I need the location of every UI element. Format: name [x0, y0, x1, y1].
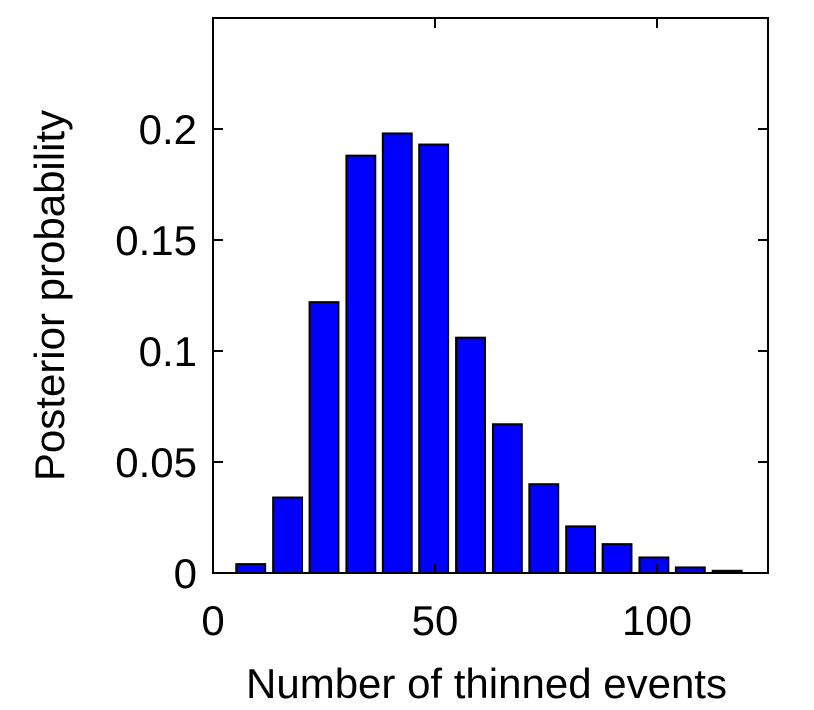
- bar: [528, 483, 560, 575]
- bar: [345, 154, 377, 574]
- bar: [565, 525, 597, 575]
- y-tick-label: 0.05: [115, 439, 197, 486]
- bar: [601, 543, 633, 575]
- bar: [272, 496, 304, 574]
- x-tick-label: 0: [201, 597, 224, 644]
- x-tick-label: 50: [412, 597, 459, 644]
- bar: [418, 143, 450, 574]
- bar: [638, 556, 670, 575]
- y-axis-ticks: 0 0.05 0.1 0.15 0.2: [115, 106, 768, 597]
- y-axis-label: Posterior probability: [26, 110, 73, 481]
- bar: [491, 423, 523, 575]
- x-axis-ticks: 0 50 100: [201, 18, 692, 644]
- bar: [381, 132, 413, 574]
- y-tick-label: 0.1: [139, 328, 197, 375]
- bar-series: [235, 132, 743, 575]
- y-tick-label: 0.15: [115, 217, 197, 264]
- bar: [235, 563, 267, 574]
- x-axis-label: Number of thinned events: [246, 660, 727, 707]
- plot-frame: [212, 17, 769, 574]
- y-tick-label: 0: [174, 550, 197, 597]
- y-tick-label: 0.2: [139, 106, 197, 153]
- bar: [455, 336, 486, 574]
- bar: [308, 301, 340, 574]
- x-tick-label: 100: [622, 597, 692, 644]
